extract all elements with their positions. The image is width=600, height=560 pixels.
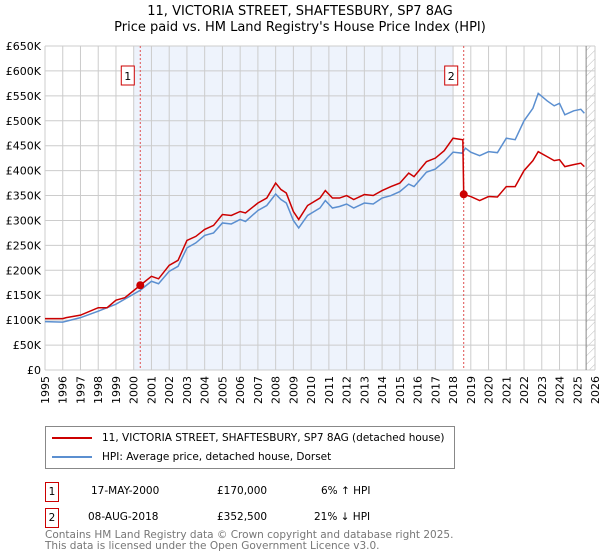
x-tick-label: 2021 — [500, 376, 513, 404]
y-tick-label: £300K — [6, 214, 42, 227]
y-tick-label: £400K — [6, 165, 42, 178]
footer: Contains HM Land Registry data © Crown c… — [45, 530, 453, 552]
y-tick-label: £200K — [6, 264, 42, 277]
sale-marker-label: 1 — [124, 70, 131, 83]
x-tick-label: 2007 — [252, 376, 265, 404]
x-tick-label: 2002 — [163, 376, 176, 404]
sale-point — [136, 281, 145, 290]
y-tick-label: £650K — [6, 40, 42, 53]
x-tick-label: 2006 — [234, 376, 247, 404]
x-tick-label: 2011 — [323, 376, 336, 404]
x-tick-label: 2010 — [305, 376, 318, 404]
sale-date: 17-MAY-2000 — [91, 485, 160, 497]
x-tick-label: 2015 — [394, 376, 407, 404]
legend-label-property: 11, VICTORIA STREET, SHAFTESBURY, SP7 8A… — [102, 432, 445, 444]
sale-hpi-diff: 6% ↑ HPI — [321, 485, 371, 497]
y-tick-label: £0 — [27, 364, 41, 377]
x-tick-label: 1999 — [110, 376, 123, 404]
footer-line-1: Contains HM Land Registry data © Crown c… — [45, 529, 454, 541]
sale-marker-box — [120, 65, 135, 86]
sale-date: 08-AUG-2018 — [88, 511, 159, 523]
x-tick-label: 2012 — [341, 376, 354, 404]
x-tick-label: 1996 — [57, 376, 70, 404]
y-tick-label: £100K — [6, 314, 42, 327]
y-tick-label: £550K — [6, 90, 42, 103]
x-tick-label: 2005 — [216, 376, 229, 404]
sale-hpi-diff: 21% ↓ HPI — [314, 511, 371, 523]
x-tick-label: 2003 — [181, 376, 194, 404]
chart-subtitle: Price paid vs. HM Land Registry's House … — [114, 20, 486, 35]
x-tick-label: 2025 — [571, 376, 584, 404]
x-tick-label: 2020 — [483, 376, 496, 404]
sale-row-2: 2 08-AUG-2018 £352,500 21% ↓ HPI — [45, 508, 465, 528]
legend-label-hpi: HPI: Average price, detached house, Dors… — [102, 451, 332, 463]
x-tick-label: 2026 — [589, 376, 600, 404]
y-tick-label: £500K — [6, 115, 42, 128]
x-tick-label: 1995 — [39, 376, 52, 404]
x-tick-label: 2024 — [554, 376, 567, 404]
y-tick-label: £250K — [6, 239, 42, 252]
x-tick-label: 2009 — [287, 376, 300, 404]
x-tick-label: 2019 — [465, 376, 478, 404]
x-tick-label: 1997 — [74, 376, 87, 404]
chart-title: 11, VICTORIA STREET, SHAFTESBURY, SP7 8A… — [147, 4, 453, 19]
sale-badge: 1 — [45, 482, 59, 502]
x-tick-label: 1998 — [92, 376, 105, 404]
x-tick-label: 2023 — [536, 376, 549, 404]
x-tick-label: 2004 — [199, 376, 212, 404]
sale-row-1: 1 17-MAY-2000 £170,000 6% ↑ HPI — [45, 482, 465, 502]
sale-badge: 2 — [45, 508, 59, 528]
sale-price: £170,000 — [217, 485, 268, 497]
x-tick-label: 2000 — [128, 376, 141, 404]
footer-line-2: This data is licensed under the Open Gov… — [45, 540, 380, 552]
property-price-line — [45, 137, 585, 320]
hpi-line — [44, 92, 585, 323]
legend-swatch-property — [52, 437, 92, 439]
price-chart: 1995 1996 1997 1998 1999 2000 2001 2002 2003 2004… — [6, 40, 600, 404]
x-tick-label: 2018 — [447, 376, 460, 404]
sale-marker-box — [444, 65, 459, 86]
x-tick-label: 2014 — [376, 376, 389, 404]
y-tick-label: £50K — [13, 339, 42, 352]
y-tick-label: £350K — [6, 190, 42, 203]
x-tick-label: 2008 — [270, 376, 283, 404]
y-tick-label: £600K — [6, 65, 42, 78]
y-tick-label: £450K — [6, 140, 42, 153]
sale-marker-label: 2 — [448, 70, 455, 83]
forecast-hatch — [586, 46, 595, 370]
y-tick-label: £150K — [6, 289, 42, 302]
x-tick-label: 2001 — [145, 376, 158, 404]
sale-point — [459, 190, 468, 199]
x-tick-label: 2017 — [429, 376, 442, 404]
legend-swatch-hpi — [52, 456, 92, 458]
x-tick-label: 2022 — [518, 376, 531, 404]
legend: 11, VICTORIA STREET, SHAFTESBURY, SP7 8A… — [45, 426, 455, 469]
x-tick-label: 2013 — [358, 376, 371, 404]
sale-price: £352,500 — [217, 511, 268, 523]
x-tick-label: 2016 — [412, 376, 425, 404]
